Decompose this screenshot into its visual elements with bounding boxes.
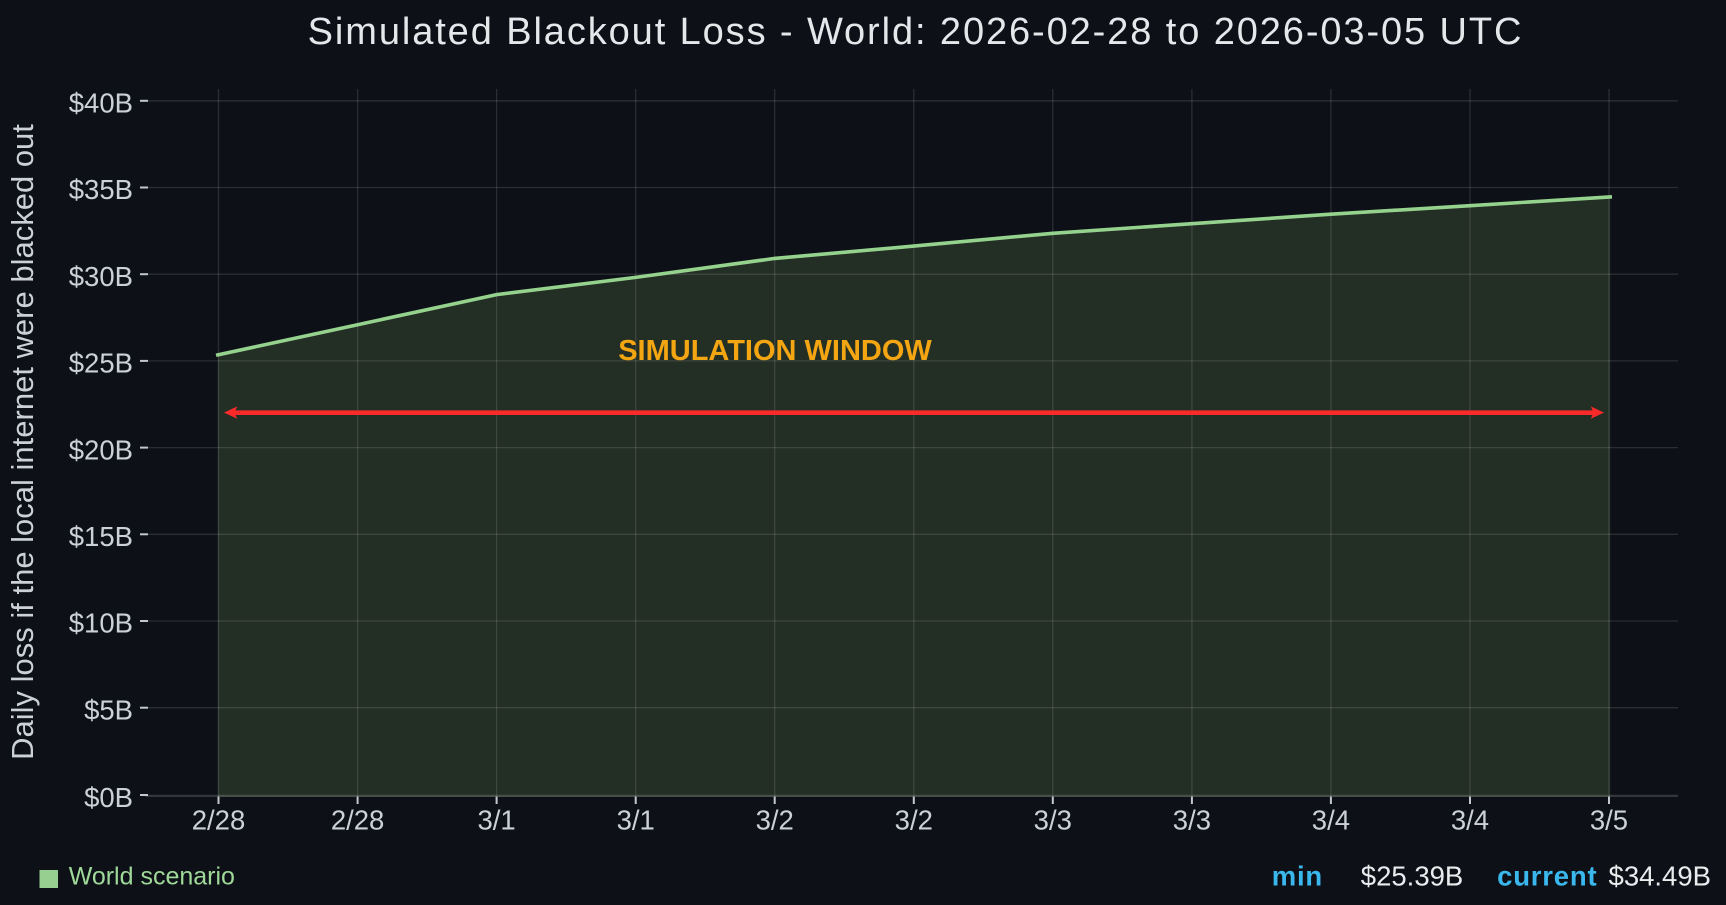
svg-text:3/3: 3/3 [1173, 805, 1211, 836]
svg-text:$34.49B: $34.49B [1609, 861, 1711, 892]
svg-text:$15B: $15B [69, 521, 133, 552]
svg-text:$10B: $10B [69, 608, 133, 639]
svg-text:2/28: 2/28 [331, 805, 385, 836]
svg-text:$35B: $35B [69, 174, 133, 205]
svg-text:3/2: 3/2 [756, 805, 794, 836]
svg-text:3/3: 3/3 [1034, 805, 1072, 836]
svg-text:$40B: $40B [69, 88, 133, 119]
svg-text:$25B: $25B [69, 348, 133, 379]
svg-text:min: min [1272, 861, 1323, 892]
svg-text:3/5: 3/5 [1590, 805, 1628, 836]
svg-text:$25.39B: $25.39B [1361, 861, 1463, 892]
svg-text:Daily loss if the local intern: Daily loss if the local internet were bl… [5, 124, 40, 760]
svg-text:3/1: 3/1 [617, 805, 655, 836]
svg-text:$20B: $20B [69, 434, 133, 465]
svg-text:3/4: 3/4 [1312, 805, 1350, 836]
svg-text:World scenario: World scenario [69, 863, 235, 891]
svg-text:$0B: $0B [84, 782, 133, 813]
svg-text:Simulated Blackout Loss - Worl: Simulated Blackout Loss - World: 2026-02… [308, 11, 1524, 53]
svg-text:2/28: 2/28 [192, 805, 246, 836]
svg-text:current: current [1497, 861, 1597, 892]
svg-text:3/1: 3/1 [477, 805, 515, 836]
svg-text:$30B: $30B [69, 261, 133, 292]
svg-text:$5B: $5B [84, 694, 133, 725]
svg-text:SIMULATION WINDOW: SIMULATION WINDOW [618, 335, 932, 367]
svg-text:3/2: 3/2 [895, 805, 933, 836]
svg-text:3/4: 3/4 [1451, 805, 1489, 836]
